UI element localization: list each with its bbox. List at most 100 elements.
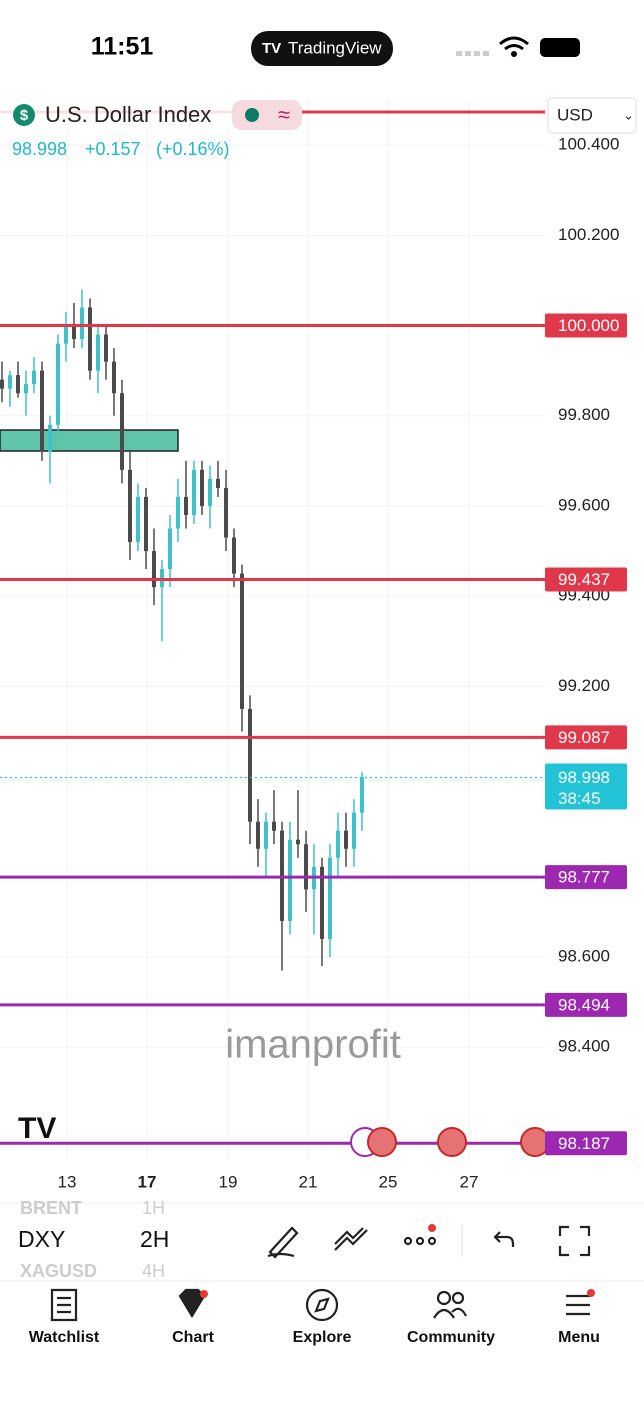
candle-body — [88, 307, 92, 371]
candle-body — [192, 469, 196, 515]
currency-icon-glyph: $ — [20, 107, 29, 124]
candle-body — [144, 496, 148, 552]
candle-body — [200, 469, 204, 506]
candle-body — [336, 830, 340, 858]
level-tag — [545, 1131, 627, 1156]
x-tick-label: 21 — [299, 1172, 318, 1191]
candle-body — [120, 393, 124, 470]
countdown: 38:45 — [558, 789, 601, 808]
candle-body — [240, 573, 244, 709]
battery — [540, 38, 580, 57]
candle-body — [96, 334, 100, 371]
candle-body — [152, 551, 156, 588]
candle-body — [16, 375, 20, 394]
watermark: imanprofit — [225, 1023, 401, 1067]
level-tag — [545, 992, 627, 1017]
level-tag — [545, 313, 627, 338]
candle-body — [0, 379, 4, 389]
candle-body — [24, 384, 28, 394]
event-icons — [350, 1127, 550, 1157]
candle-body — [72, 325, 76, 340]
level-tag-label: 98.187 — [558, 1134, 610, 1153]
currency-select[interactable] — [547, 97, 637, 134]
tool-icons[interactable] — [267, 1225, 591, 1259]
currency-caret: ⌄ — [623, 107, 634, 122]
candle-body — [128, 469, 132, 543]
candle-body — [104, 334, 108, 362]
candle-body — [264, 821, 268, 849]
level-tag-label: 98.777 — [558, 868, 610, 887]
level-tag-label: 99.437 — [558, 570, 610, 589]
candle-body — [272, 821, 276, 831]
candle-body — [136, 496, 140, 543]
candle-body — [176, 496, 180, 529]
interval-prev: 1H — [142, 1198, 165, 1218]
candle-body — [40, 370, 44, 452]
level-tag — [545, 865, 627, 890]
last-price-tag — [545, 763, 627, 810]
status-time: 11:51 — [91, 33, 154, 61]
grid — [0, 100, 545, 1160]
alert-dot — [428, 1224, 436, 1232]
level-tag — [545, 567, 627, 592]
candle-body — [248, 708, 252, 822]
candle-body — [344, 830, 348, 849]
symbol-next: XAGUSD — [20, 1261, 97, 1281]
nav-label[interactable]: Menu — [558, 1329, 600, 1346]
last-price-label: 98.998 — [558, 768, 610, 787]
candle-body — [352, 812, 356, 849]
symbol[interactable]: DXY — [18, 1226, 65, 1252]
candle-body — [216, 478, 220, 488]
symbol-title: U.S. Dollar Index — [45, 102, 211, 127]
candle-body — [232, 537, 236, 574]
header-change-pct: (+0.16%) — [156, 139, 230, 159]
x-tick-label: 27 — [460, 1172, 479, 1191]
app-name: TradingView — [288, 38, 382, 57]
header-price: 98.998 — [12, 139, 67, 159]
candle-body — [80, 307, 84, 340]
level-tag — [545, 725, 627, 750]
x-tick-label: 17 — [138, 1172, 157, 1191]
interval-next: 4H — [142, 1261, 165, 1281]
tv-watermark-logo: TV — [18, 1112, 56, 1145]
candle-body — [8, 375, 12, 389]
delay-icon: ≈ — [278, 102, 290, 127]
candle-body — [224, 487, 228, 538]
candle-body — [288, 839, 292, 921]
y-tick-label: 99.600 — [558, 495, 610, 514]
status-chip — [232, 100, 302, 130]
x-tick-label: 25 — [379, 1172, 398, 1191]
y-tick-label: 98.600 — [558, 947, 610, 966]
x-tick-label: 19 — [219, 1172, 238, 1191]
tv-logo: TV — [262, 40, 281, 57]
candle-body — [64, 325, 68, 344]
candle-body — [304, 844, 308, 890]
level-tag-label: 98.494 — [558, 995, 610, 1014]
candle-body — [168, 528, 172, 570]
candle-body — [256, 821, 260, 849]
menu-badge — [587, 1289, 595, 1297]
signal — [456, 51, 489, 56]
chart-badge — [200, 1290, 208, 1298]
symbol-prev: BRENT — [20, 1198, 82, 1218]
candle-body — [48, 424, 52, 452]
nav-label[interactable]: Chart — [172, 1329, 214, 1346]
currency-icon — [13, 104, 35, 126]
wifi-dot — [511, 51, 517, 57]
interval[interactable]: 2H — [140, 1226, 169, 1252]
nav-label[interactable]: Community — [407, 1329, 495, 1346]
nav-icons[interactable] — [50, 1288, 590, 1322]
y-tick-label: 99.800 — [558, 405, 610, 424]
y-tick-label: 100.200 — [558, 225, 619, 244]
axes: 13 17 19 21 25 27 100.400 100.200 99.800 99.600 99… — [58, 135, 627, 1191]
currency-label[interactable]: USD — [557, 105, 593, 124]
candle-body — [328, 857, 332, 939]
candle-body — [56, 343, 60, 425]
candle-body — [32, 370, 36, 385]
nav-label[interactable]: Watchlist — [29, 1329, 100, 1346]
nav-label[interactable]: Explore — [293, 1329, 352, 1346]
level-tag-label: 100.000 — [558, 316, 619, 335]
candle-body — [112, 361, 116, 394]
